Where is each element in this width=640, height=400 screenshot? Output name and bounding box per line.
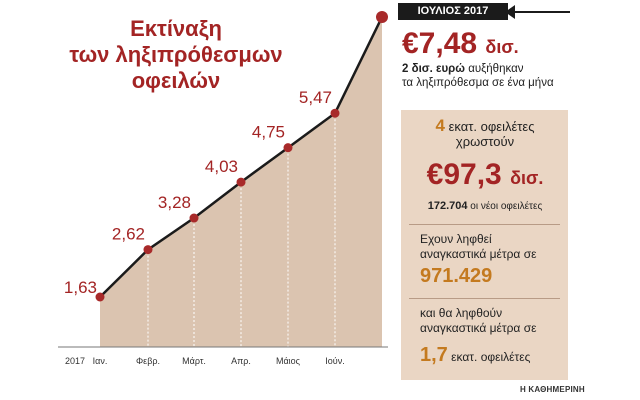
latest-amount: €7,48 [402, 27, 478, 60]
data-point-5 [330, 108, 340, 118]
increase-bold: 2 δισ. ευρώ [402, 63, 465, 75]
measures-taken-line2: αναγκαστικά μέτρα σε [420, 247, 537, 261]
measures-taken-line1: Εχουν ληφθεί [420, 232, 492, 246]
value-label-3: 4,03 [205, 157, 238, 176]
measures-future-text: εκατ. οφειλέτες [451, 350, 531, 364]
latest-total: €7,48 δισ. [402, 26, 519, 65]
data-point-1 [143, 245, 153, 255]
measures-future: 1,7 εκατ. οφειλέτες [420, 344, 530, 367]
x-tick-label-3: Απρ. [231, 356, 251, 366]
x-tick-label-5: Ιούν. [325, 356, 344, 366]
owe-amount: €97,3 [426, 158, 502, 191]
value-label-2: 3,28 [158, 193, 191, 212]
debtors-count-num: 4 [435, 116, 445, 135]
measures-future-line2: αναγκαστικά μέτρα σε [420, 321, 537, 335]
new-debtors: 172.704 οι νέοι οφειλέτες [410, 200, 560, 213]
x-tick-label-1: Φεβρ. [136, 356, 160, 366]
debtors-count-text: εκατ. οφειλέτες [448, 119, 535, 134]
value-label-0: 1,63 [64, 278, 97, 297]
arrow-shaft [512, 11, 570, 13]
x-tick-label-4: Μάιος [276, 356, 301, 366]
measures-taken-num: 971.429 [420, 265, 493, 287]
owe-text: χρωστούν [455, 134, 515, 149]
data-point-2 [189, 213, 199, 223]
info-panel [401, 110, 568, 380]
year-label: 2017 [65, 356, 85, 366]
source-credit: Η ΚΑΘΗΜΕΡΙΝΗ [520, 385, 585, 394]
data-point-0 [95, 292, 105, 302]
increase-note: 2 δισ. ευρώ αυξήθηκαν τα ληξιπρόθεσμα σε… [402, 62, 554, 90]
value-label-1: 2,62 [112, 225, 145, 244]
value-label-5: 5,47 [299, 88, 332, 107]
value-label-4: 4,75 [252, 123, 285, 142]
new-debtors-num: 172.704 [427, 200, 468, 212]
increase-line2: τα ληξιπρόθεσμα σε ένα μήνα [402, 77, 554, 89]
debtors-count: 4 εκατ. οφειλέτες [410, 116, 560, 135]
increase-text: αυξήθηκαν [468, 63, 524, 75]
title-line-2: των ληξιπρόθεσμων [69, 42, 283, 67]
new-debtors-text: οι νέοι οφειλέτες [470, 201, 543, 212]
chart-title: Εκτίναξη των ληξιπρόθεσμων οφειλών [56, 16, 296, 94]
measures-future-num: 1,7 [420, 344, 448, 366]
data-point-3 [236, 177, 246, 187]
owe-unit: δισ. [510, 168, 544, 188]
month-dashed-lines [147, 119, 336, 347]
panel-divider-1 [409, 224, 560, 225]
area-fill [100, 17, 382, 347]
x-tick-labels: Ιαν. Φεβρ. Μάρτ. Απρ. Μάιος Ιούν. [93, 356, 345, 366]
arrow-left-icon [505, 5, 515, 19]
value-labels: 1,63 2,62 3,28 4,03 4,75 5,47 [64, 88, 332, 297]
data-point-4 [283, 143, 293, 153]
title-line-1: Εκτίναξη [130, 16, 222, 41]
x-tick-label-0: Ιαν. [93, 356, 108, 366]
owe-total: €97,3 δισ. [410, 158, 560, 195]
panel-divider-2 [409, 298, 560, 299]
x-tick-label-2: Μάρτ. [182, 356, 206, 366]
measures-future-line1: και θα ληφθούν [420, 306, 503, 320]
data-markers [95, 11, 388, 302]
latest-unit: δισ. [485, 37, 519, 57]
latest-month-badge: ΙΟΥΛΙΟΣ 2017 [398, 3, 508, 20]
title-line-3: οφειλών [131, 68, 221, 93]
data-point-6 [376, 11, 388, 23]
